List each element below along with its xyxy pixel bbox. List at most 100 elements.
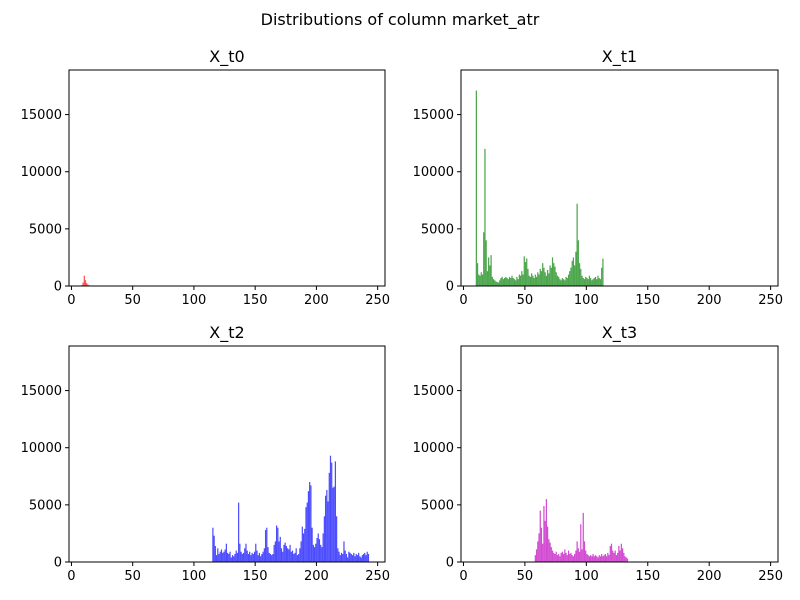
y-tick-label: 5000 — [29, 222, 62, 237]
histogram-bar — [619, 550, 621, 562]
histogram-bars — [81, 275, 92, 286]
y-tick-label: 0 — [446, 556, 454, 571]
histogram-bar — [597, 275, 599, 286]
y-tick-label: 15000 — [413, 108, 454, 123]
histogram-bar — [599, 556, 602, 562]
histogram-bar — [598, 278, 600, 286]
histogram-bar — [556, 555, 559, 562]
histogram-bar — [230, 557, 232, 562]
histogram-bar — [538, 274, 540, 286]
histogram-bar — [581, 275, 583, 286]
plot-frame — [68, 69, 386, 287]
histogram-bar — [233, 556, 235, 562]
histogram-bar — [299, 548, 301, 562]
y-tick-label: 10000 — [413, 165, 454, 180]
histogram-bar — [331, 462, 333, 562]
histogram-bar — [220, 549, 223, 562]
histogram-bar — [566, 278, 568, 286]
histogram-bar — [575, 550, 577, 562]
histogram-bar — [261, 554, 263, 562]
histogram-bar — [255, 543, 257, 562]
histogram-bar — [516, 276, 518, 286]
histogram-bar — [538, 533, 540, 562]
histogram-bar — [567, 550, 570, 562]
histogram-bar — [250, 555, 252, 562]
histogram-bar — [521, 271, 523, 286]
histogram-bar — [576, 203, 578, 286]
histogram-bar — [364, 552, 366, 562]
histogram-bar — [591, 556, 593, 562]
histogram-bar — [324, 495, 327, 562]
histogram-bar — [513, 279, 516, 286]
histogram-bar — [554, 266, 556, 286]
histogram-bar — [577, 548, 579, 562]
histogram-bar — [349, 552, 351, 562]
histogram-bar — [550, 267, 552, 286]
histogram-bar — [490, 255, 492, 286]
histogram-bar — [215, 555, 218, 562]
x-tick-label: 100 — [182, 293, 207, 308]
histogram-bar — [532, 275, 534, 286]
histogram-bar — [358, 552, 360, 562]
histogram-bar — [245, 543, 247, 562]
histogram-bar — [594, 276, 597, 286]
y-tick-label: 15000 — [21, 108, 62, 123]
histogram-bar — [610, 543, 613, 562]
histogram-bar — [345, 554, 348, 562]
histogram-bar — [322, 533, 324, 562]
histogram-bar — [566, 555, 568, 562]
histogram-bar — [293, 554, 295, 562]
histogram-bar — [545, 499, 548, 562]
histogram-bar — [344, 550, 346, 562]
histogram-bar — [307, 491, 310, 562]
histogram-bars — [212, 455, 370, 562]
histogram-bar — [588, 556, 591, 562]
histogram-bar — [86, 283, 88, 286]
histogram-bar — [569, 271, 571, 286]
histogram-bar — [229, 551, 231, 562]
histogram-bar — [239, 543, 241, 562]
histogram-bar — [586, 554, 588, 562]
histogram-bar — [564, 280, 566, 286]
histogram-bar — [542, 543, 544, 562]
histogram-bar — [354, 556, 356, 562]
histogram-bar — [282, 551, 284, 562]
histogram-bar — [572, 257, 575, 286]
histogram-bar — [601, 554, 603, 562]
histogram-bar — [267, 547, 269, 562]
histogram-bar — [612, 550, 614, 562]
y-tick-label: 5000 — [421, 498, 454, 513]
histogram-bar — [512, 278, 514, 286]
histogram-bar — [623, 552, 625, 562]
histogram-bar — [615, 555, 618, 562]
histogram-bar — [260, 556, 262, 562]
histogram-bar — [621, 548, 624, 562]
histogram-bar — [266, 527, 268, 562]
histogram-bar — [365, 555, 367, 562]
plot-frame — [68, 345, 386, 563]
histogram-bar — [333, 486, 335, 562]
histogram-bar — [339, 555, 341, 562]
histogram-bar — [328, 472, 330, 562]
histogram-bar — [278, 541, 280, 562]
histogram-bar — [258, 552, 261, 562]
y-tick-label: 5000 — [421, 222, 454, 237]
histogram-bar — [609, 546, 611, 562]
histogram-bar — [535, 276, 538, 286]
x-tick-label: 50 — [124, 293, 141, 308]
histogram-bar — [274, 541, 276, 562]
histogram-bar — [268, 552, 270, 562]
histogram-bar — [540, 271, 543, 286]
histogram-bar — [570, 267, 572, 286]
plot-frame — [460, 69, 779, 287]
histogram-bar — [496, 282, 498, 286]
histogram-bar — [537, 541, 539, 562]
y-tick-label: 10000 — [21, 165, 62, 180]
histogram-bar — [554, 554, 556, 562]
histogram-bar — [481, 274, 484, 286]
histogram-bar — [218, 554, 220, 562]
x-tick-label: 150 — [635, 569, 660, 584]
histogram-bar — [562, 279, 565, 286]
histogram-bar — [251, 552, 253, 562]
